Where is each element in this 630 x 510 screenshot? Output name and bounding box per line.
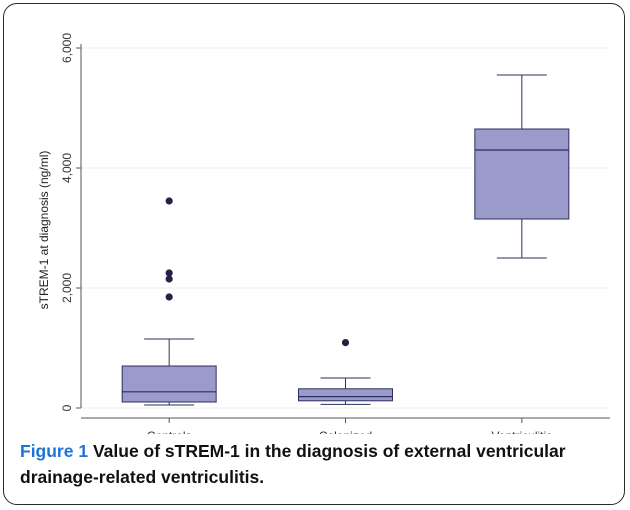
iqr-box — [298, 388, 393, 402]
boxes — [121, 74, 570, 406]
y-tick-label: 6,000 — [60, 33, 74, 63]
outlier-point — [341, 339, 350, 347]
outlier-point — [165, 269, 173, 277]
box-group-controls — [121, 197, 217, 406]
iqr-box — [121, 365, 217, 403]
caption-lead: Figure 1 — [20, 441, 89, 461]
iqr-box — [474, 128, 570, 220]
x-category-label: Controls — [147, 429, 192, 434]
x-category-label: Ventriculitis — [491, 429, 552, 434]
box-group-colonized — [298, 339, 393, 405]
outlier-point — [165, 293, 173, 301]
y-axis-title: sTREM-1 at diagnosis (ng/ml) — [37, 151, 51, 310]
y-tick-label: 0 — [60, 404, 74, 411]
y-tick-label: 2,000 — [60, 273, 74, 303]
y-tick-label: 4,000 — [60, 153, 74, 183]
figure-frame: sTREM-1 at diagnosis (ng/ml) 0 2,000 4,000… — [3, 3, 625, 505]
figure-caption: Figure 1 Value of sTREM-1 in the diagnos… — [20, 438, 616, 490]
axes: sTREM-1 at diagnosis (ng/ml) — [37, 44, 610, 419]
x-category-label: Colonized — [319, 429, 372, 434]
outlier-point — [165, 197, 173, 205]
box-plot: sTREM-1 at diagnosis (ng/ml) 0 2,000 4,000… — [37, 33, 610, 434]
outlier-point — [165, 275, 173, 283]
box-group-ventriculitis — [474, 74, 570, 259]
x-category-labels: Controls Colonized Ventriculitis — [147, 418, 552, 434]
caption-text: Value of sTREM-1 in the diagnosis of ext… — [20, 441, 566, 487]
y-ticks: 0 2,000 4,000 6,000 — [60, 33, 81, 411]
grid-lines — [82, 47, 610, 409]
